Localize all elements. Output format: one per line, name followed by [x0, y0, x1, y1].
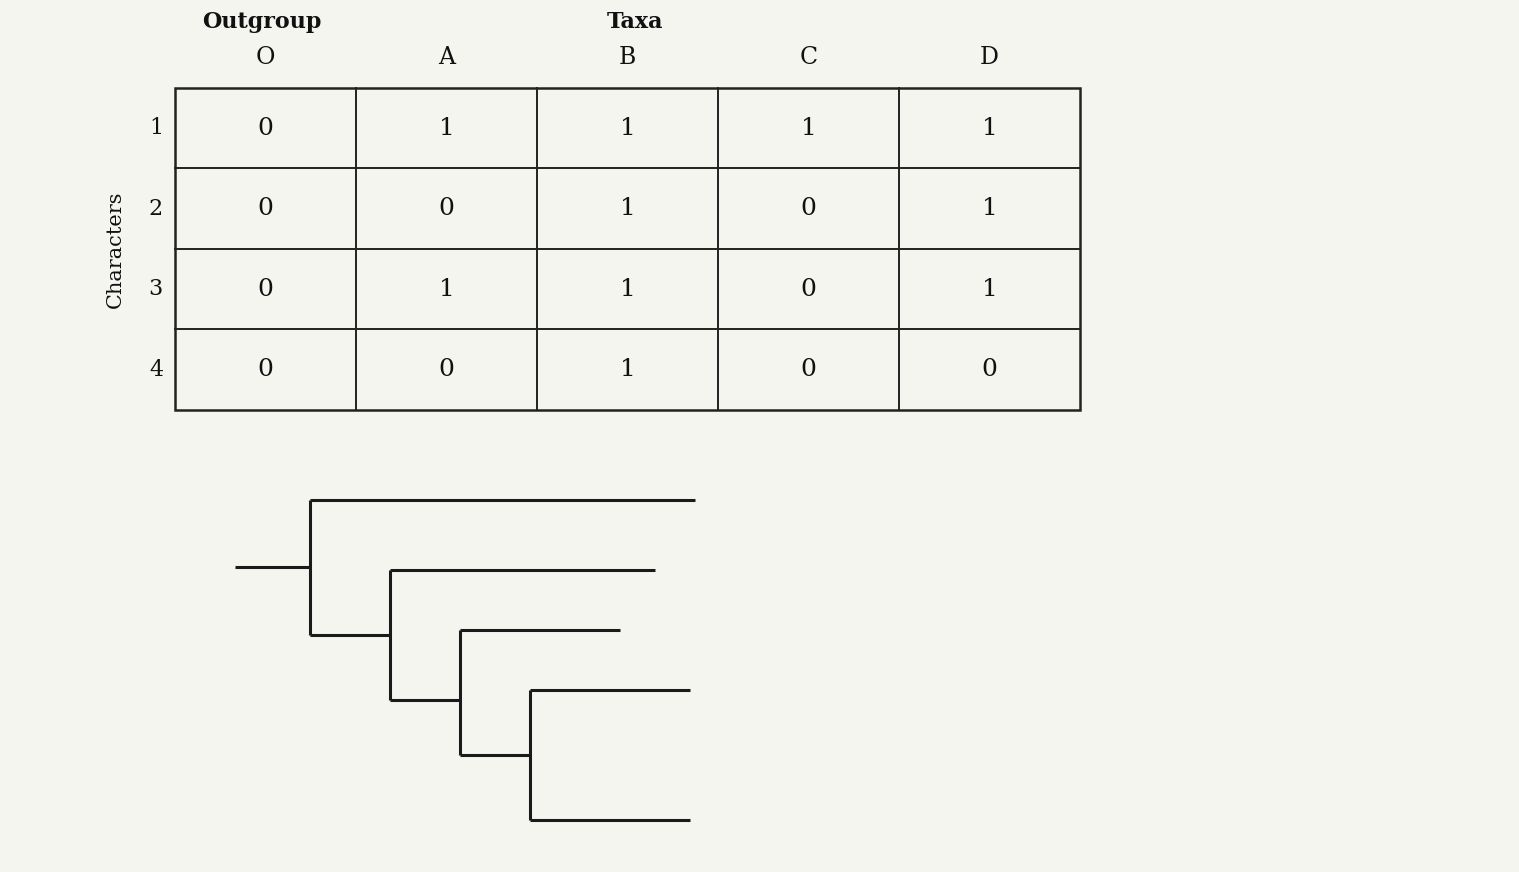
Text: D: D: [980, 46, 1000, 70]
Text: 1: 1: [149, 117, 163, 140]
Text: B: B: [618, 46, 636, 70]
Text: 3: 3: [149, 278, 163, 300]
Text: 1: 1: [620, 197, 635, 221]
Text: 0: 0: [258, 278, 273, 301]
Text: Characters: Characters: [105, 190, 125, 308]
Text: 0: 0: [439, 358, 454, 381]
Text: C: C: [799, 46, 817, 70]
Text: 1: 1: [620, 117, 635, 140]
Text: 0: 0: [439, 197, 454, 221]
Text: 0: 0: [801, 278, 816, 301]
Text: 1: 1: [620, 278, 635, 301]
Text: Taxa: Taxa: [606, 11, 664, 33]
Text: 1: 1: [981, 197, 998, 221]
Text: 1: 1: [620, 358, 635, 381]
Bar: [175, 88, 1080, 410]
Text: O: O: [255, 46, 275, 70]
Text: Outgroup: Outgroup: [202, 11, 322, 33]
Text: 1: 1: [981, 117, 998, 140]
Text: 0: 0: [258, 358, 273, 381]
Text: 0: 0: [981, 358, 998, 381]
Text: 0: 0: [801, 197, 816, 221]
Text: 1: 1: [801, 117, 816, 140]
Text: A: A: [437, 46, 456, 70]
Text: 1: 1: [981, 278, 998, 301]
Text: 1: 1: [439, 117, 454, 140]
Text: 0: 0: [258, 197, 273, 221]
Text: 2: 2: [149, 198, 163, 220]
Text: 0: 0: [258, 117, 273, 140]
Text: 4: 4: [149, 358, 163, 381]
Text: 1: 1: [439, 278, 454, 301]
Text: 0: 0: [801, 358, 816, 381]
